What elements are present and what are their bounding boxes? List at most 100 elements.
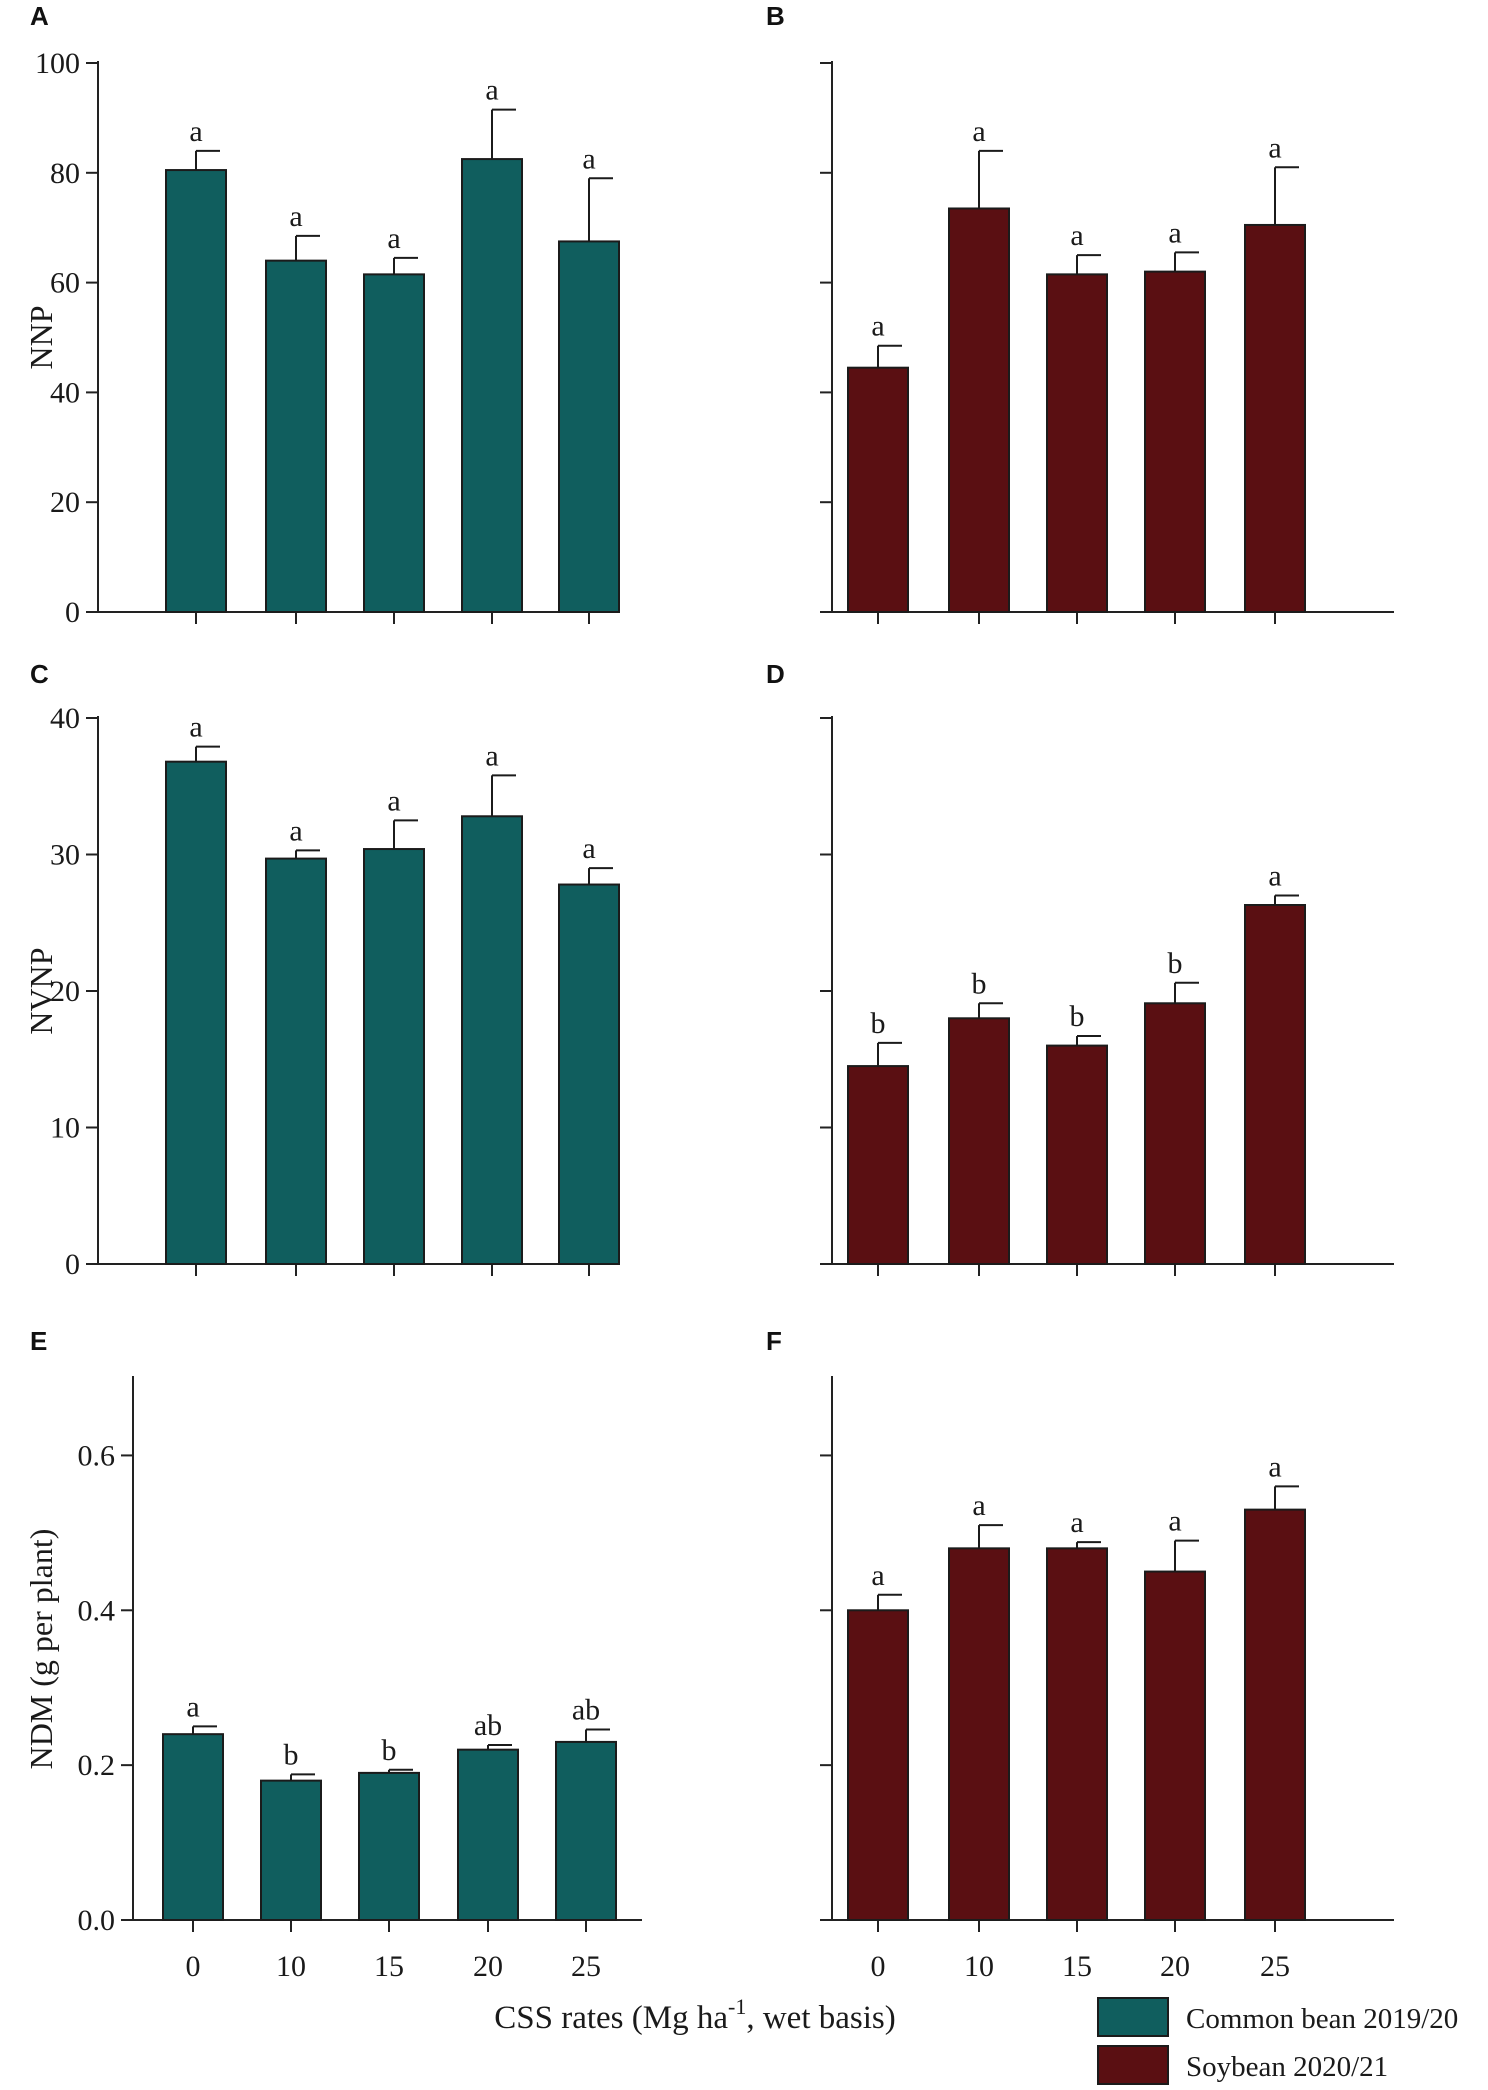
bar bbox=[558, 240, 620, 614]
x-tick-label: 15 bbox=[374, 1950, 404, 1983]
y-tick-label: 0.0 bbox=[78, 1904, 116, 1937]
legend-label-common-bean: Common bean 2019/20 bbox=[1186, 2003, 1458, 2035]
y-tick-label: 60 bbox=[50, 267, 80, 300]
panel-label-c: C bbox=[30, 659, 49, 689]
significance-letter: a bbox=[582, 142, 595, 175]
significance-letter: a bbox=[485, 739, 498, 772]
significance-letter: a bbox=[1268, 131, 1281, 164]
significance-letter: a bbox=[972, 115, 985, 148]
y-axis-title: NNP bbox=[23, 305, 59, 369]
bar bbox=[162, 1733, 224, 1921]
significance-letter: a bbox=[485, 74, 498, 107]
bar bbox=[1244, 1508, 1306, 1921]
x-tick-label: 10 bbox=[964, 1950, 994, 1983]
x-tick-label: 0 bbox=[871, 1950, 886, 1983]
x-tick-label: 15 bbox=[1062, 1950, 1092, 1983]
panel-label-b: B bbox=[766, 1, 785, 31]
bar bbox=[847, 1065, 909, 1265]
panel-a: A 0 20 40 60 80 100 NNP a a a a a bbox=[23, 1, 620, 629]
bar bbox=[457, 1748, 519, 1921]
significance-letter: b bbox=[871, 1007, 886, 1040]
bar bbox=[558, 883, 620, 1266]
y-tick-label: 0.6 bbox=[78, 1439, 116, 1472]
significance-letter: a bbox=[1168, 1505, 1181, 1538]
bar bbox=[847, 1609, 909, 1922]
significance-letter: a bbox=[387, 222, 400, 255]
x-tick-label: 20 bbox=[473, 1950, 503, 1983]
significance-letter: b bbox=[1168, 947, 1183, 980]
bar bbox=[1244, 223, 1306, 614]
significance-letter: a bbox=[186, 1690, 199, 1723]
bar bbox=[363, 273, 425, 613]
panel-f: Fa a a a a 0 10 15 20 25 bbox=[766, 1326, 1394, 1983]
y-tick-label: 20 bbox=[50, 486, 80, 519]
panel-label-f: F bbox=[766, 1326, 782, 1356]
y-tick-label: 0.4 bbox=[78, 1594, 116, 1627]
panel-c: C 0 10 20 30 40 NVNP a a a a a bbox=[23, 659, 620, 1281]
x-tick-label: 25 bbox=[571, 1950, 601, 1983]
bar bbox=[358, 1771, 420, 1922]
bar bbox=[1144, 270, 1206, 613]
bar bbox=[948, 1547, 1010, 1922]
significance-letter: ab bbox=[474, 1709, 502, 1742]
legend-label-soybean: Soybean 2020/21 bbox=[1186, 2051, 1388, 2083]
significance-letter: b bbox=[972, 967, 987, 1000]
y-tick-label: 20 bbox=[50, 975, 80, 1008]
bar bbox=[1046, 1044, 1108, 1265]
significance-letter: ab bbox=[572, 1694, 600, 1727]
panel-label-a: A bbox=[30, 1, 49, 31]
bar bbox=[461, 158, 523, 613]
x-tick-label: 25 bbox=[1260, 1950, 1290, 1983]
significance-letter: a bbox=[871, 310, 884, 343]
panel-b: Ba a a a a bbox=[766, 1, 1394, 624]
significance-letter: a bbox=[1070, 1506, 1083, 1539]
bar bbox=[265, 259, 327, 613]
significance-letter: a bbox=[289, 814, 302, 847]
significance-letter: a bbox=[189, 115, 202, 148]
bar bbox=[165, 760, 227, 1265]
bar bbox=[948, 1017, 1010, 1265]
y-tick-label: 0 bbox=[65, 1248, 80, 1281]
y-tick-label: 0 bbox=[65, 596, 80, 629]
bar bbox=[165, 169, 227, 613]
bar bbox=[1244, 904, 1306, 1265]
significance-letter: a bbox=[1168, 216, 1181, 249]
panel-d: Db b b b a bbox=[766, 659, 1394, 1276]
legend-swatch-soybean bbox=[1097, 2045, 1169, 2085]
y-tick-label: 100 bbox=[35, 47, 80, 80]
y-tick-label: 30 bbox=[50, 839, 80, 872]
x-tick-label: 20 bbox=[1160, 1950, 1190, 1983]
y-axis-title: NVNP bbox=[23, 947, 59, 1034]
panel-label-e: E bbox=[30, 1326, 47, 1356]
legend: Common bean 2019/20 Soybean 2020/21 bbox=[1097, 1997, 1458, 2085]
significance-letter: a bbox=[972, 1489, 985, 1522]
x-axis-title-superscript: -1 bbox=[728, 1994, 746, 2019]
bar bbox=[555, 1740, 617, 1922]
bar bbox=[265, 857, 327, 1265]
y-tick-label: 0.2 bbox=[78, 1749, 116, 1782]
y-tick-label: 40 bbox=[50, 376, 80, 409]
significance-letter: b bbox=[284, 1738, 299, 1771]
significance-letter: a bbox=[289, 200, 302, 233]
legend-swatch-common-bean bbox=[1097, 1997, 1169, 2037]
panel-label-d: D bbox=[766, 659, 785, 689]
y-axis-title: NDM (g per plant) bbox=[23, 1529, 59, 1770]
bar bbox=[1046, 273, 1108, 613]
y-tick-label: 40 bbox=[50, 702, 80, 735]
x-axis-title-tail: , wet basis) bbox=[746, 2000, 895, 2036]
y-tick-label: 10 bbox=[50, 1112, 80, 1145]
bar bbox=[847, 366, 909, 613]
significance-letter: b bbox=[382, 1734, 397, 1767]
significance-letter: a bbox=[1268, 859, 1281, 892]
significance-letter: a bbox=[189, 711, 202, 744]
x-tick-label: 0 bbox=[186, 1950, 201, 1983]
significance-letter: a bbox=[387, 784, 400, 817]
bar bbox=[948, 207, 1010, 614]
x-axis-title: CSS rates (Mg ha-1, wet basis) bbox=[494, 1994, 895, 2036]
bar bbox=[363, 848, 425, 1265]
bar bbox=[1144, 1570, 1206, 1921]
significance-letter: a bbox=[1268, 1450, 1281, 1483]
significance-letter: b bbox=[1070, 1000, 1085, 1033]
